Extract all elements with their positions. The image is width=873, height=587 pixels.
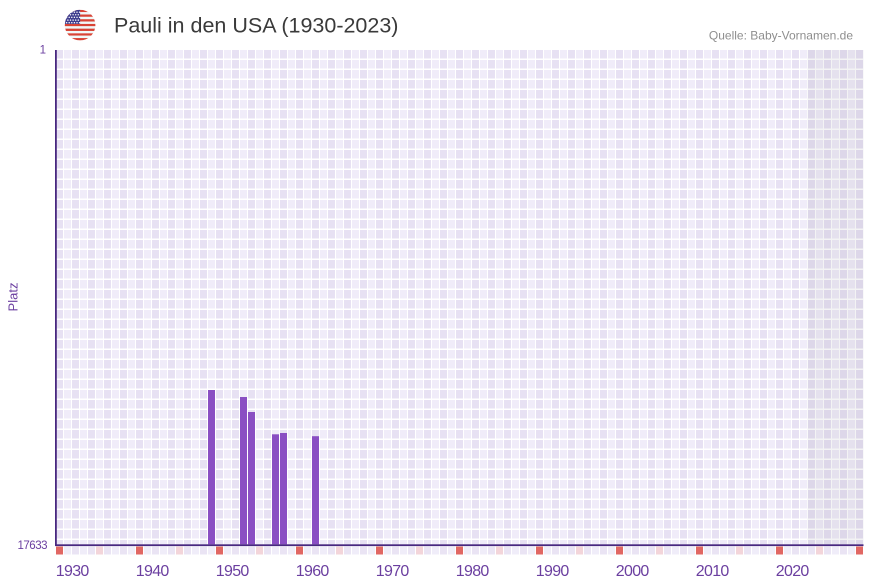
svg-text:1940: 1940 <box>136 563 170 580</box>
svg-text:2000: 2000 <box>616 563 650 580</box>
svg-text:Pauli in den USA (1930-2023): Pauli in den USA (1930-2023) <box>114 14 398 38</box>
svg-text:1960: 1960 <box>296 563 330 580</box>
svg-text:Quelle: Baby-Vornamen.de: Quelle: Baby-Vornamen.de <box>709 29 853 43</box>
svg-text:1950: 1950 <box>216 563 250 580</box>
svg-text:Platz: Platz <box>6 283 21 312</box>
svg-text:1980: 1980 <box>456 563 490 580</box>
svg-text:1990: 1990 <box>536 563 570 580</box>
svg-text:2010: 2010 <box>696 563 730 580</box>
svg-text:1970: 1970 <box>376 563 410 580</box>
svg-text:17633: 17633 <box>18 540 48 552</box>
svg-text:1930: 1930 <box>56 563 90 580</box>
svg-text:1: 1 <box>40 45 46 57</box>
svg-text:2020: 2020 <box>776 563 810 580</box>
